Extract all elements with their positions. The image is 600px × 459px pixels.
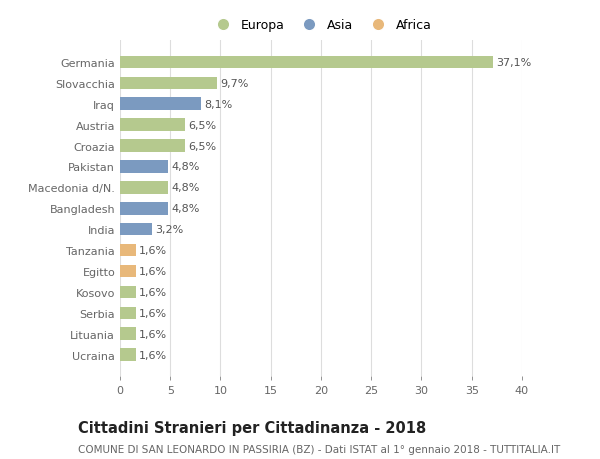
Bar bbox=[120, 182, 168, 194]
Bar bbox=[120, 328, 136, 340]
Text: 37,1%: 37,1% bbox=[496, 58, 531, 68]
Text: 4,8%: 4,8% bbox=[171, 162, 200, 172]
Bar bbox=[120, 56, 493, 69]
Text: 1,6%: 1,6% bbox=[139, 266, 167, 276]
Text: 6,5%: 6,5% bbox=[188, 120, 217, 130]
Legend: Europa, Asia, Africa: Europa, Asia, Africa bbox=[205, 14, 436, 37]
Bar bbox=[120, 140, 185, 152]
Text: 1,6%: 1,6% bbox=[139, 308, 167, 318]
Text: 4,8%: 4,8% bbox=[171, 183, 200, 193]
Bar bbox=[120, 286, 136, 298]
Bar bbox=[120, 119, 185, 132]
Bar bbox=[120, 98, 202, 111]
Text: 9,7%: 9,7% bbox=[221, 78, 249, 89]
Bar bbox=[120, 307, 136, 319]
Text: 1,6%: 1,6% bbox=[139, 246, 167, 256]
Bar bbox=[120, 224, 152, 236]
Text: 3,2%: 3,2% bbox=[155, 225, 184, 235]
Text: 4,8%: 4,8% bbox=[171, 204, 200, 214]
Bar bbox=[120, 202, 168, 215]
Text: Cittadini Stranieri per Cittadinanza - 2018: Cittadini Stranieri per Cittadinanza - 2… bbox=[78, 420, 426, 435]
Text: COMUNE DI SAN LEONARDO IN PASSIRIA (BZ) - Dati ISTAT al 1° gennaio 2018 - TUTTIT: COMUNE DI SAN LEONARDO IN PASSIRIA (BZ) … bbox=[78, 444, 560, 454]
Text: 8,1%: 8,1% bbox=[205, 100, 233, 110]
Bar bbox=[120, 161, 168, 174]
Text: 1,6%: 1,6% bbox=[139, 350, 167, 360]
Bar bbox=[120, 244, 136, 257]
Text: 1,6%: 1,6% bbox=[139, 329, 167, 339]
Text: 1,6%: 1,6% bbox=[139, 287, 167, 297]
Text: 6,5%: 6,5% bbox=[188, 141, 217, 151]
Bar bbox=[120, 349, 136, 361]
Bar bbox=[120, 265, 136, 278]
Bar bbox=[120, 78, 217, 90]
